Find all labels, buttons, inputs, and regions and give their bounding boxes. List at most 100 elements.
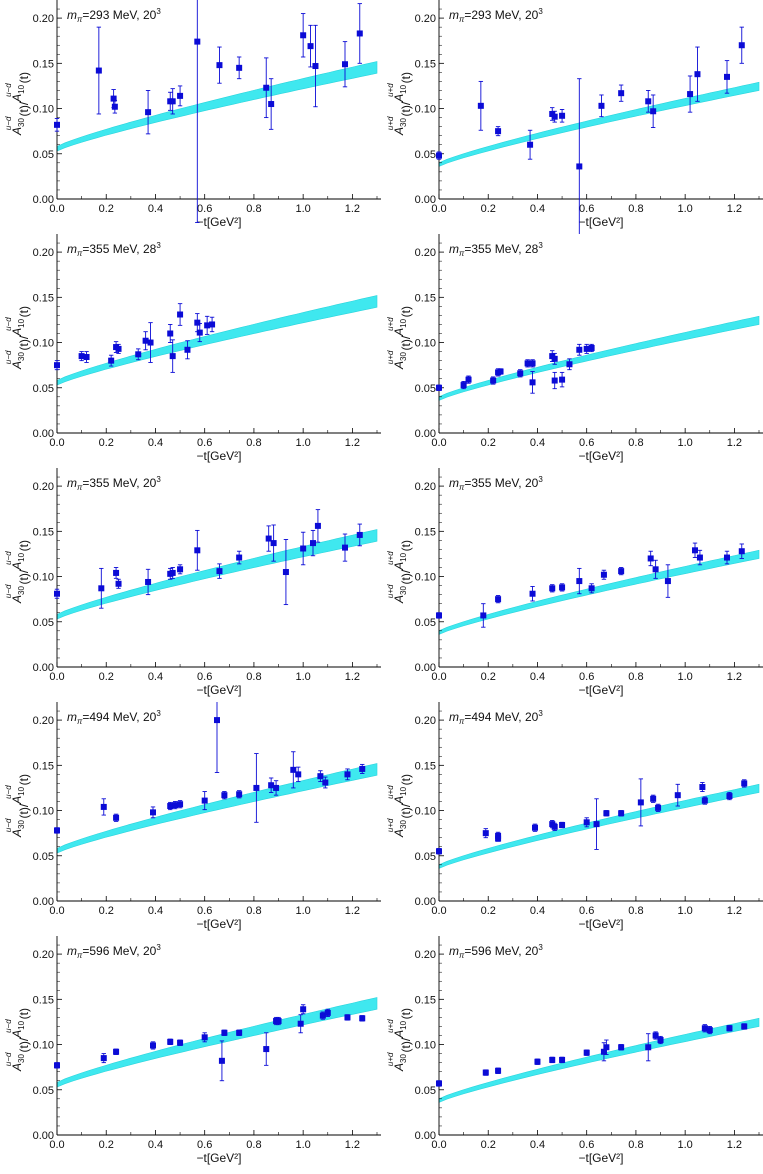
y-label-main: A (392, 127, 406, 136)
data-point (300, 32, 307, 39)
data-point (263, 84, 270, 91)
x-tick-label: 0.8 (246, 905, 261, 917)
data-point (692, 547, 698, 554)
x-axis-label: −t[GeV²] (196, 449, 241, 463)
title-m: m (449, 242, 459, 256)
data-point (54, 1062, 60, 1069)
y-tick-label: 0.00 (415, 428, 436, 440)
y-tick-label: 0.20 (33, 247, 54, 259)
data-point (738, 42, 745, 49)
y-tick-label: 0.00 (33, 896, 54, 908)
data-point (741, 1023, 748, 1030)
data-point (177, 1039, 184, 1046)
x-tick-label: 0.6 (197, 905, 212, 917)
y-tick-label: 0.10 (415, 1040, 436, 1052)
y-label-tail: (t) (399, 540, 413, 551)
x-tick-label: 1.2 (345, 905, 360, 917)
y-label-sup2: u+d (386, 785, 395, 799)
x-tick-label: 0.0 (49, 437, 64, 449)
data-point (177, 801, 184, 808)
title-m: m (449, 8, 459, 22)
x-tick-label: 0.6 (579, 1139, 594, 1151)
data-point (529, 590, 536, 597)
y-label-sub: 30 (17, 352, 26, 361)
title-exp: 3 (156, 709, 161, 718)
y-label-sup2: u−d (4, 551, 13, 565)
data-point (576, 346, 583, 353)
x-axis-label: −t[GeV²] (196, 917, 241, 931)
y-axis-label: A30u+d(t)/A10u+d(t) (386, 72, 413, 136)
x-tick-label: 0.2 (481, 671, 496, 683)
data-point (201, 797, 208, 804)
data-point (593, 821, 600, 828)
data-point (618, 1044, 625, 1051)
x-tick-label: 1.0 (678, 1139, 693, 1151)
y-label-sup: u−d (4, 350, 13, 364)
y-label-mid: (t)/ (399, 803, 413, 818)
y-label-main: A (10, 1063, 24, 1072)
x-tick-label: 1.2 (727, 905, 742, 917)
fit-band (438, 315, 760, 401)
x-tick-label: 0.4 (530, 905, 545, 917)
data-point (177, 566, 184, 573)
x-tick-label: 0.6 (197, 671, 212, 683)
y-tick-label: 0.10 (33, 338, 54, 350)
data-point (436, 384, 442, 391)
y-tick-label: 0.10 (33, 572, 54, 584)
panel-title: mπ=293 MeV, 203 (449, 7, 543, 24)
title-m: m (67, 476, 77, 490)
x-tick-label: 0.2 (99, 905, 114, 917)
y-axis-label: A30u+d(t)/A10u+d(t) (386, 540, 413, 604)
title-exp: 3 (538, 943, 543, 952)
y-label-main2: A (392, 328, 406, 337)
data-point (482, 830, 489, 837)
title-rest: =494 MeV, 20 (82, 710, 156, 724)
x-tick-label: 0.8 (246, 437, 261, 449)
y-label-sup2: u−d (4, 785, 13, 799)
y-label-sub: 30 (399, 118, 408, 127)
data-point (236, 554, 243, 561)
data-point (113, 814, 120, 821)
data-point (551, 377, 558, 384)
title-m: m (67, 944, 77, 958)
data-point (177, 311, 184, 318)
panel-title: mπ=596 MeV, 203 (67, 943, 161, 960)
y-tick-label: 0.10 (415, 572, 436, 584)
y-label-sub2: 10 (399, 552, 408, 561)
y-label-main2: A (10, 94, 24, 103)
chart-panel-7: 0.0 0.2 0.4 0.6 0.8 1.0 1.2 0.00 0.05 0.10 0.15 0.2… (4, 702, 381, 931)
data-point (145, 109, 152, 116)
data-point (115, 345, 122, 352)
y-axis-label: A30u−d(t)/A10u−d(t) (4, 774, 31, 838)
data-point (687, 91, 694, 98)
y-tick-label: 0.05 (33, 1085, 54, 1097)
data-point (559, 1056, 566, 1063)
y-tick-label: 0.05 (415, 383, 436, 395)
data-point (529, 360, 536, 367)
data-point (559, 376, 566, 383)
x-axis-label: −t[GeV²] (578, 1151, 623, 1165)
data-point (344, 1014, 351, 1021)
panel-title: mπ=293 MeV, 203 (67, 7, 161, 24)
y-label-mid: (t)/ (17, 335, 31, 350)
x-tick-label: 0.2 (481, 1139, 496, 1151)
data-point (674, 792, 681, 799)
chart-panel-10: 0.0 0.2 0.4 0.6 0.8 1.0 1.2 0.00 0.05 0.10 0.15 0.2… (386, 936, 763, 1165)
data-point (300, 545, 307, 552)
data-point (221, 1029, 228, 1036)
y-tick-label: 0.00 (415, 194, 436, 206)
title-exp: 3 (156, 943, 161, 952)
y-tick-label: 0.20 (415, 715, 436, 727)
y-label-mid: (t)/ (399, 101, 413, 116)
data-point (724, 554, 730, 561)
title-pi: π (77, 483, 83, 492)
x-tick-label: 1.0 (296, 1139, 311, 1151)
y-axis-label: A30u−d(t)/A10u−d(t) (4, 306, 31, 370)
data-point (480, 612, 487, 619)
y-label-sub: 30 (399, 1054, 408, 1063)
panel-title: mπ=355 MeV, 203 (67, 475, 161, 492)
fit-band (56, 997, 378, 1088)
data-point (490, 377, 497, 384)
data-point (603, 810, 610, 817)
title-m: m (67, 710, 77, 724)
